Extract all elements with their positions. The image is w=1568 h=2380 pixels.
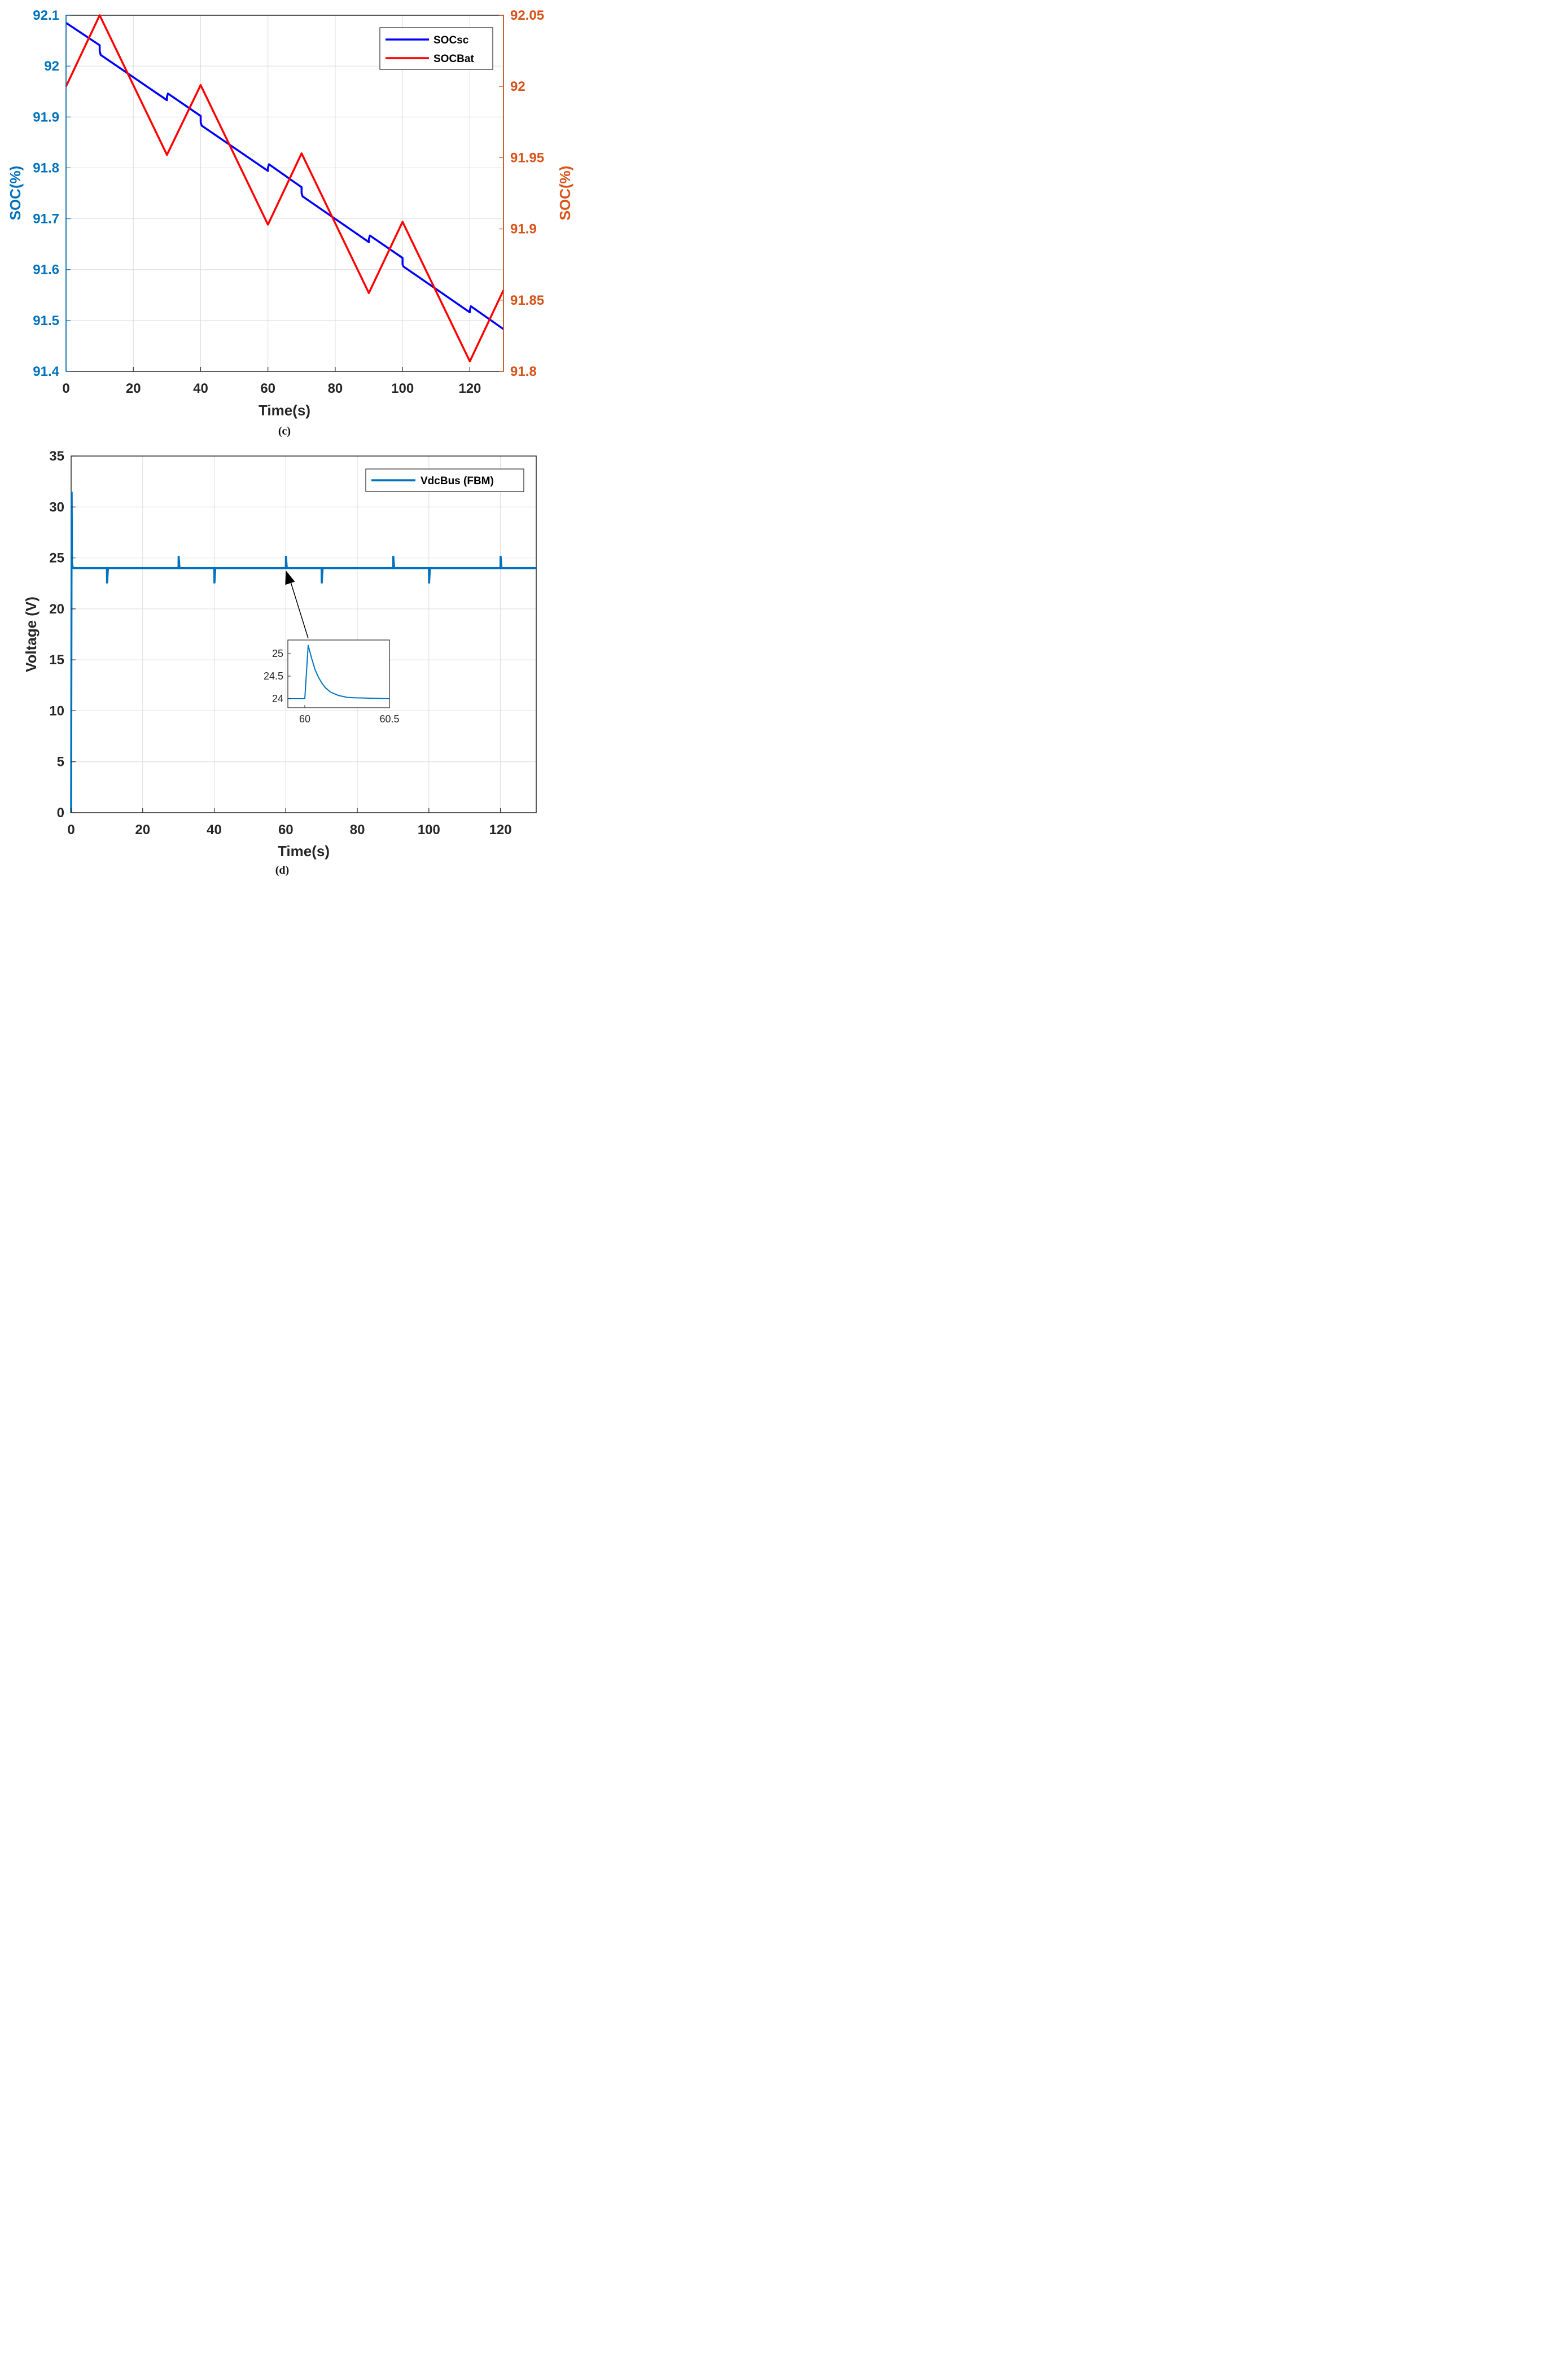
panel-c-y-right-tick-label: 92 bbox=[510, 79, 525, 94]
panel-d-inset-frame bbox=[287, 639, 390, 708]
panel-d-x-axis-title: Time(s) bbox=[278, 843, 330, 860]
panel-c-x-tick-label: 80 bbox=[328, 381, 343, 396]
panel-c-legend: SOCsc SOCBat bbox=[379, 27, 493, 70]
panel-d-inset-series bbox=[288, 645, 390, 699]
panel-c-y-left-tick-label: 91.4 bbox=[33, 364, 59, 379]
panel-c-y-left-axis-title: SOC(%) bbox=[7, 166, 24, 221]
panel-d-inset-ticks: 60 60.5 24 24.5 25 bbox=[264, 648, 400, 725]
panel-c-y-right-tick-label: 91.9 bbox=[510, 222, 537, 237]
panel-d-inset-y-tick-label: 24 bbox=[272, 693, 283, 704]
panel-c-y-right-axis-title: SOC(%) bbox=[557, 166, 573, 221]
panel-c-x-tick-label: 40 bbox=[193, 381, 208, 396]
panel-c-y-right-tick-label: 91.85 bbox=[510, 293, 544, 308]
panel-d-inset-x-tick-label: 60 bbox=[299, 713, 310, 725]
panel-c-legend-box bbox=[379, 27, 493, 70]
panel-d-legend-label-vdcbus: VdcBus (FBM) bbox=[421, 475, 494, 487]
panel-d-y-tick-label: 35 bbox=[49, 449, 64, 464]
panel-c-caption-label: (c) bbox=[278, 425, 291, 437]
panel-d-annotation-arrow bbox=[285, 570, 309, 639]
panel-d-legend: VdcBus (FBM) bbox=[365, 468, 524, 492]
panel-d-arrow-shaft bbox=[288, 577, 309, 639]
panel-c-x-tick-label: 100 bbox=[391, 381, 414, 396]
panel-d-ticks: 0 20 40 60 80 100 120 0 5 10 15 20 25 30 35 bbox=[49, 449, 511, 838]
panel-d-x-tick-label: 80 bbox=[350, 822, 365, 838]
panel-d-caption-label: (d) bbox=[275, 864, 289, 876]
panel-d-x-tick-label: 60 bbox=[278, 822, 294, 838]
panel-d-inset-series-line bbox=[288, 645, 390, 699]
panel-c-y-left-tick-label: 91.8 bbox=[33, 160, 59, 176]
panel-d-y-axis-title: Voltage (V) bbox=[23, 597, 40, 672]
panel-c-y-left-tick-label: 92.1 bbox=[33, 8, 59, 23]
panel-c-y-right-tick-label: 92.05 bbox=[510, 8, 544, 23]
panel-c-series-socbat-line bbox=[65, 14, 505, 363]
panel-d-y-tick-label: 20 bbox=[49, 602, 64, 617]
panel-d: 0 20 40 60 80 100 120 0 5 10 15 20 25 30 35 Time(s) Vo… bbox=[23, 449, 537, 876]
panel-c-series bbox=[65, 14, 505, 363]
panel-c-ticks: 0 20 40 60 80 100 120 91.4 91.5 91.6 91.7 91.8 91.9 9… bbox=[33, 8, 544, 396]
panel-d-inset-y-tick-label: 24.5 bbox=[264, 670, 283, 682]
panel-c-y-right-tick-label: 91.8 bbox=[510, 364, 537, 379]
panel-c-x-tick-label: 20 bbox=[126, 381, 141, 396]
panel-d-x-tick-label: 100 bbox=[418, 822, 440, 838]
panel-d-y-tick-label: 30 bbox=[49, 499, 64, 515]
panel-d-x-tick-label: 0 bbox=[67, 822, 75, 838]
panel-c-y-left-tick-label: 91.6 bbox=[33, 262, 59, 278]
figure-canvas: 0 20 40 60 80 100 12091.491.591.691.791.891.99… bbox=[7, 8, 573, 876]
panel-d-x-tick-label: 120 bbox=[489, 822, 512, 838]
panel-d-plot-frame bbox=[71, 455, 537, 813]
panel-d-series bbox=[70, 492, 536, 813]
panel-c-y-left-tick-label: 91.9 bbox=[33, 109, 59, 125]
panel-d-inset: 60 60.5 24 24.5 25 bbox=[264, 639, 400, 725]
panel-d-y-tick-label: 10 bbox=[49, 703, 64, 718]
panel-c-x-tick-label: 120 bbox=[458, 381, 481, 396]
panel-c-series-socsc-line bbox=[65, 22, 505, 330]
panel-d-series-vdcbus-line bbox=[70, 492, 536, 813]
panel-d-y-tick-label: 5 bbox=[57, 755, 64, 770]
panel-c-x-tick-label: 60 bbox=[260, 381, 275, 396]
panel-d-arrow-head bbox=[285, 570, 295, 585]
panel-c-legend-label-socsc: SOCsc bbox=[433, 34, 469, 46]
panel-d-inset-x-tick-label: 60.5 bbox=[379, 713, 399, 725]
panel-c-x-axis-title: Time(s) bbox=[259, 402, 310, 419]
panel-c-y-right-tick-label: 91.95 bbox=[510, 150, 544, 165]
panel-d-grid bbox=[71, 455, 536, 813]
panel-d-x-tick-label: 40 bbox=[207, 822, 222, 838]
panel-c-y-left-tick-label: 91.5 bbox=[33, 313, 59, 328]
panel-d-x-tick-label: 20 bbox=[135, 822, 150, 838]
panel-c-y-left-tick-label: 92 bbox=[44, 59, 59, 74]
panel-d-inset-y-tick-label: 25 bbox=[272, 648, 283, 659]
panel-c-legend-label-socbat: SOCBat bbox=[433, 53, 474, 65]
panel-d-y-tick-label: 15 bbox=[49, 652, 64, 668]
panel-d-y-tick-label: 25 bbox=[49, 551, 64, 566]
panel-c: 0 20 40 60 80 100 120 91.4 91.5 91.6 91.7 91.8 91.9 9… bbox=[7, 8, 573, 437]
panel-c-y-left-tick-label: 91.7 bbox=[33, 212, 59, 227]
panel-d-y-tick-label: 0 bbox=[57, 805, 64, 821]
panel-c-x-tick-label: 0 bbox=[62, 381, 69, 396]
